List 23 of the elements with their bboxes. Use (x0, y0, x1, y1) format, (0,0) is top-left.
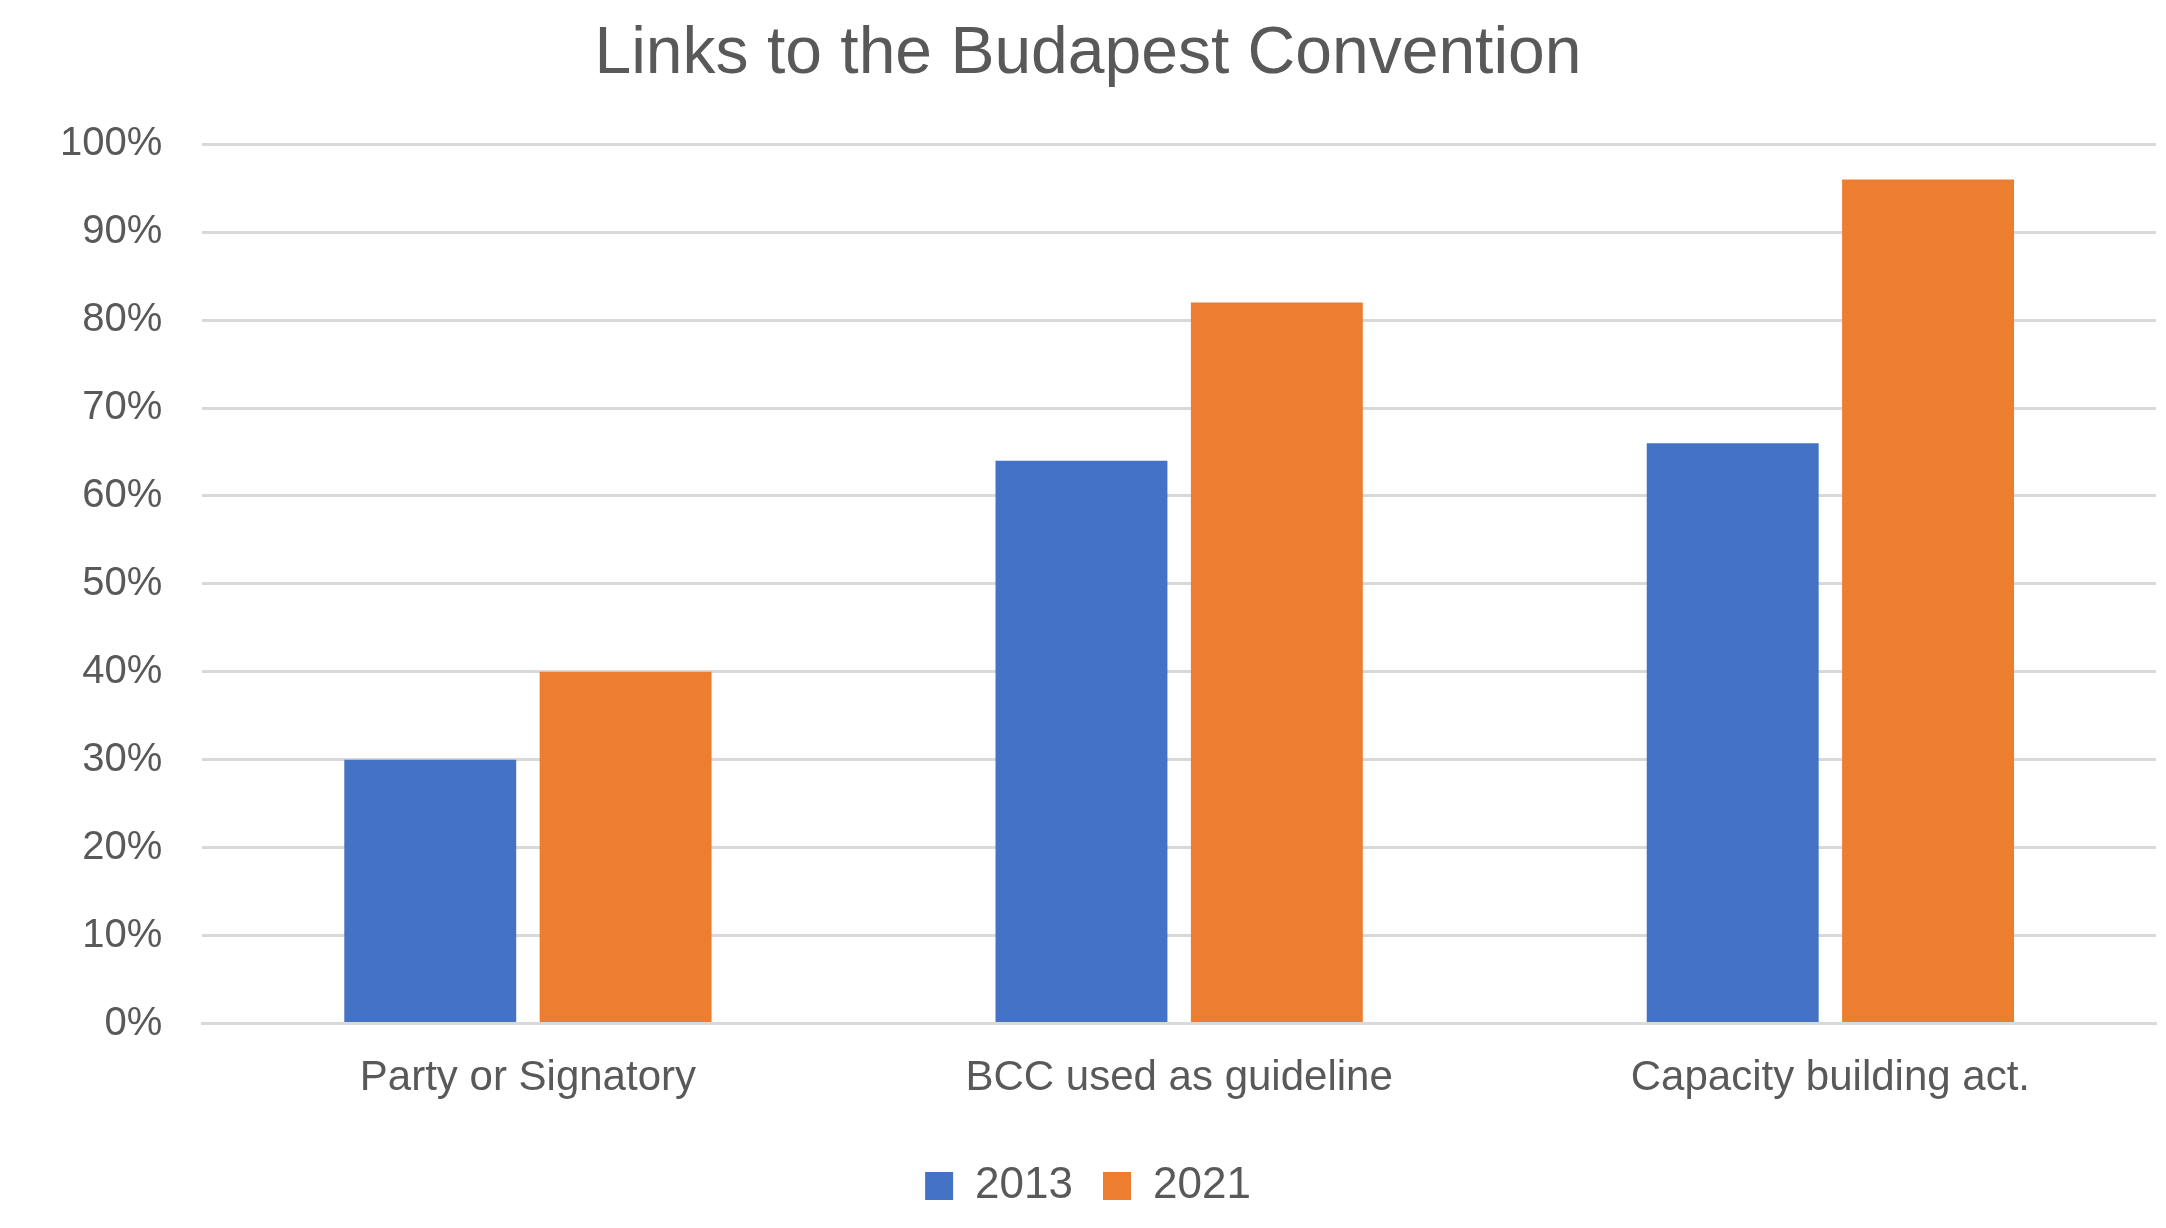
y-tick-label: 20% (82, 822, 163, 867)
legend-label: 2021 (1153, 1158, 1251, 1208)
legend-label: 2013 (975, 1158, 1074, 1208)
y-tick-label: 40% (82, 646, 163, 691)
y-tick-label: 10% (82, 910, 163, 955)
bar (1842, 179, 2015, 1023)
y-tick-label: 90% (82, 207, 163, 252)
y-tick-label: 70% (82, 383, 163, 428)
x-tick-label: BCC used as guideline (965, 1052, 1393, 1100)
x-tick-label: Capacity building act. (1630, 1052, 2030, 1100)
x-tick-label: Party or Signatory (359, 1052, 696, 1100)
y-tick-label: 100% (59, 119, 163, 164)
bar (1190, 302, 1363, 1023)
y-tick-label: 50% (82, 558, 163, 603)
y-tick-label: 30% (82, 734, 163, 779)
y-tick-label: 0% (104, 998, 163, 1043)
y-tick-label: 80% (82, 295, 163, 340)
bar (1646, 443, 1819, 1023)
bar (539, 671, 712, 1023)
y-tick-label: 60% (82, 470, 163, 515)
bar (995, 460, 1168, 1023)
bar (344, 759, 517, 1023)
chart-title: Links to the Budapest Convention (594, 12, 1582, 87)
